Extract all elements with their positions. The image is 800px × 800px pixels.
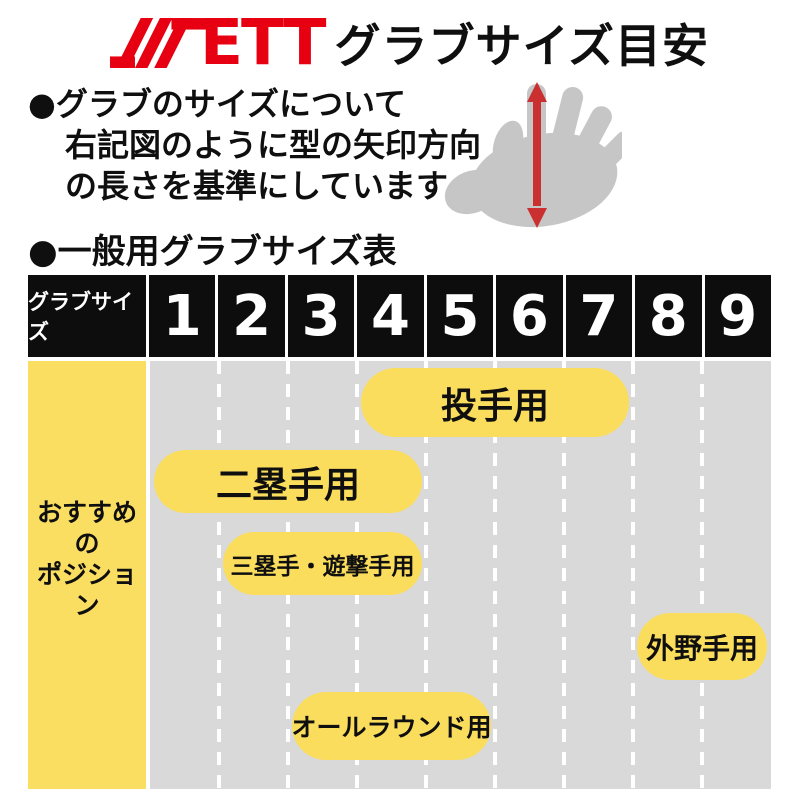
column-divider <box>562 361 566 789</box>
size-header-cell-2: 2 <box>218 275 285 357</box>
column-divider <box>424 361 428 789</box>
column-divider <box>493 361 497 789</box>
size-table-header: グラブサイズ 1 2 3 4 5 6 7 8 9 <box>28 275 771 357</box>
hand-silhouette-icon <box>444 84 622 228</box>
side-header-line: ポジション <box>36 560 137 620</box>
position-range-outfielder: 外野手用 <box>637 613 767 680</box>
intro-note: ●グラブのサイズについて 右記図のように型の矢印方向 の長さを基準にしています。 <box>28 84 481 207</box>
position-range-allround: オールラウンド用 <box>292 692 492 760</box>
zett-z-mark-icon <box>110 18 206 68</box>
intro-line: 右記図のように型の矢印方向 <box>65 126 482 164</box>
size-header-cell-3: 3 <box>287 275 355 357</box>
zett-logo-text: ETT <box>200 6 326 79</box>
page-title: グラブサイズ目安 <box>334 19 710 73</box>
size-header-cell-9: 9 <box>704 275 771 357</box>
size-header-cell-5: 5 <box>426 275 494 357</box>
size-table-body: おすすめの ポジション 投手用 二塁手用 三塁手・遊撃手用 外野手用 オールラウ… <box>28 361 771 789</box>
size-header-cell-4: 4 <box>357 275 424 357</box>
column-divider <box>631 361 635 789</box>
side-header-cell: おすすめの ポジション <box>28 361 146 789</box>
zett-logo: ETT <box>110 6 326 79</box>
size-header-cell-8: 8 <box>635 275 702 357</box>
position-range-third-baseman-shortstop: 三塁手・遊撃手用 <box>223 532 422 595</box>
row-header-cell: グラブサイズ <box>28 275 146 357</box>
intro-line: ●グラブのサイズについて <box>28 85 407 123</box>
size-header-cell-7: 7 <box>565 275 633 357</box>
column-divider <box>217 361 221 789</box>
size-grid: 投手用 二塁手用 三塁手・遊撃手用 外野手用 オールラウンド用 <box>150 361 771 789</box>
position-range-pitcher: 投手用 <box>361 368 629 437</box>
table-section-heading: ●一般用グラブサイズ表 <box>28 232 397 272</box>
intro-line: の長さを基準にしています。 <box>65 167 477 205</box>
size-header-cell-1: 1 <box>149 275 216 357</box>
size-header-cell-6: 6 <box>496 275 563 357</box>
column-divider <box>700 361 704 789</box>
side-header-line: おすすめの <box>36 498 137 558</box>
position-range-second-baseman: 二塁手用 <box>154 450 422 513</box>
measure-arrow-icon <box>527 82 547 228</box>
glove-measure-figure <box>444 82 622 228</box>
brand-header: ETT グラブサイズ目安 <box>110 10 709 76</box>
